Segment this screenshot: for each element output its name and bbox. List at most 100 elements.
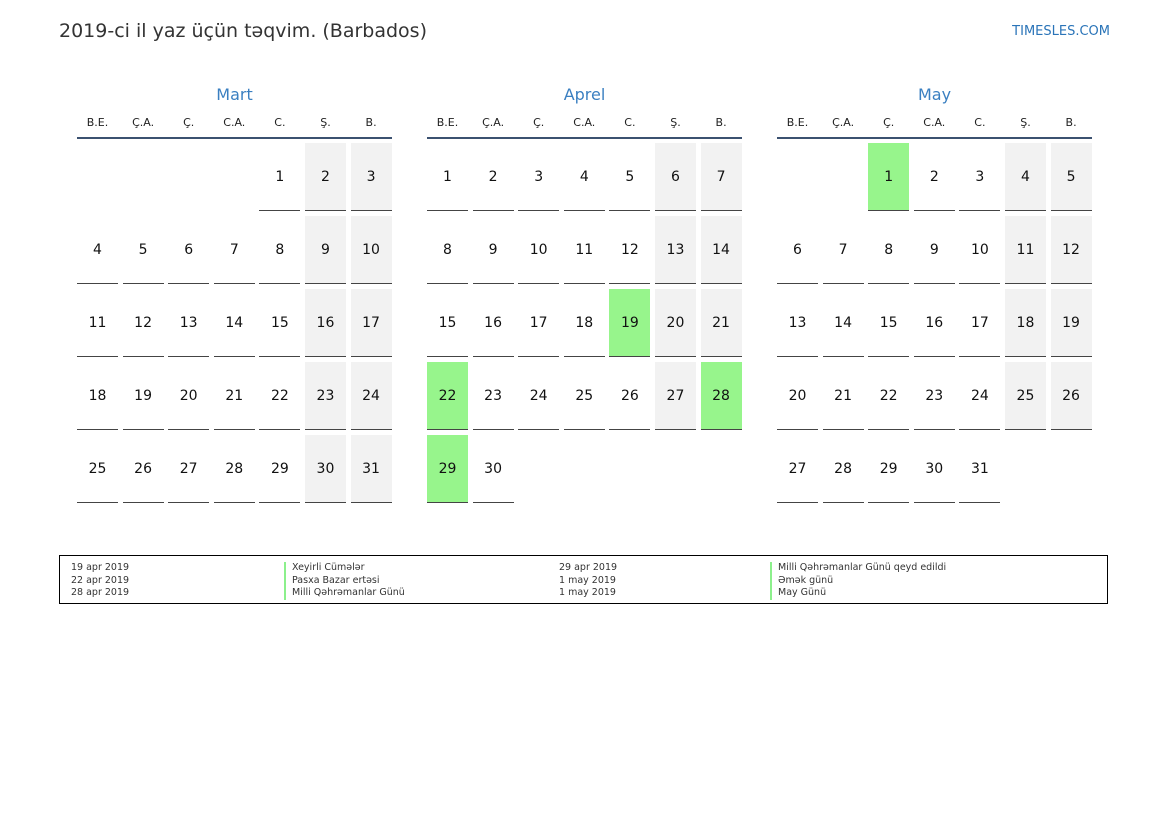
weekday-header: B.E. Ç.A. Ç. C.A. C. Ş. B. <box>777 116 1092 139</box>
day-cell: 30 <box>304 435 346 503</box>
legend-date: 29 apr 2019 <box>559 562 618 573</box>
day-cell: 5 <box>609 143 651 211</box>
legend-holiday-name: May Günü <box>770 587 946 600</box>
month-mart: Mart B.E. Ç.A. Ç. C.A. C. Ş. B. 1 2 3 4 5 6 7 8 9 10 11 12 1… <box>77 84 392 503</box>
day-cell: 20 <box>654 289 696 357</box>
month-name: Mart <box>216 85 253 104</box>
day-cell: 13 <box>168 289 210 357</box>
day-cell: 1 <box>427 143 468 211</box>
weekday-label: C. <box>274 116 286 129</box>
day-cell: 26 <box>122 435 164 503</box>
day-cell: 18 <box>77 362 118 430</box>
weekday-label: B.E. <box>86 116 109 129</box>
day-cell: 6 <box>168 216 210 284</box>
day-cell: 18 <box>563 289 605 357</box>
day-cell: 23 <box>913 362 955 430</box>
weekday-label: B. <box>365 116 377 129</box>
day-cell: 4 <box>1004 143 1046 211</box>
day-cell: 25 <box>77 435 118 503</box>
weekday-label: Ç.A. <box>832 116 855 129</box>
day-cell: 17 <box>959 289 1001 357</box>
page-title: 2019-ci il yaz üçün təqvim. (Barbados) <box>59 20 427 42</box>
day-cell: 29 <box>868 435 910 503</box>
day-cell: 15 <box>427 289 468 357</box>
day-cell: 26 <box>1050 362 1092 430</box>
day-cell: 27 <box>654 362 696 430</box>
legend-holiday-name: Milli Qəhrəmanlar Günü <box>284 587 405 600</box>
legend-date: 1 may 2019 <box>559 587 616 599</box>
day-cell: 14 <box>700 216 742 284</box>
day-cell: 8 <box>427 216 468 284</box>
day-cell: 2 <box>913 143 955 211</box>
day-cell: 22 <box>259 362 301 430</box>
day-cell: 10 <box>350 216 392 284</box>
weekday-label: Ç. <box>533 116 545 129</box>
day-cell: 30 <box>913 435 955 503</box>
day-grid: 1 2 3 4 5 6 7 8 9 10 11 12 13 14 15 16 17 18 19 20 21 22 23 24 2… <box>77 143 392 503</box>
day-cell: 11 <box>1004 216 1046 284</box>
day-cell: 14 <box>822 289 864 357</box>
weekday-label: Ç.A. <box>132 116 155 129</box>
day-cell: 14 <box>213 289 255 357</box>
day-cell: 1 <box>259 143 301 211</box>
legend-date: 22 apr 2019 <box>71 574 130 586</box>
weekday-label: Ş. <box>320 116 331 129</box>
day-cell: 19 <box>1050 289 1092 357</box>
day-cell: 2 <box>304 143 346 211</box>
day-cell: 31 <box>959 435 1001 503</box>
empty-cell <box>168 143 209 211</box>
day-cell: 5 <box>122 216 164 284</box>
day-cell: 20 <box>168 362 210 430</box>
legend-right-dates: 29 apr 2019 1 may 2019 1 may 2019 <box>559 562 617 600</box>
legend-date: 28 apr 2019 <box>71 587 130 599</box>
month-name: May <box>917 85 952 104</box>
brand-link[interactable]: TIMESLES.COM <box>1012 24 1110 39</box>
day-cell: 8 <box>259 216 301 284</box>
day-cell: 7 <box>213 216 255 284</box>
day-cell: 4 <box>77 216 118 284</box>
month-aprel: Aprel B.E. Ç.A. Ç. C.A. C. Ş. B. 1 2 3 4 5 6 7 8 9 10 11 12… <box>427 84 742 503</box>
month-name: Aprel <box>563 85 606 104</box>
day-cell: 2 <box>472 143 514 211</box>
day-cell: 9 <box>304 216 346 284</box>
weekday-header: B.E. Ç.A. Ç. C.A. C. Ş. B. <box>427 116 742 139</box>
day-cell: 24 <box>518 362 560 430</box>
day-cell: 27 <box>168 435 210 503</box>
weekday-label: B.E. <box>436 116 459 129</box>
day-cell: 21 <box>822 362 864 430</box>
weekday-label: C.A. <box>923 116 946 129</box>
day-cell: 20 <box>777 362 818 430</box>
day-cell: 7 <box>700 143 742 211</box>
day-cell: 12 <box>122 289 164 357</box>
holiday-day-cell: 1 <box>868 143 910 211</box>
day-cell: 10 <box>959 216 1001 284</box>
holiday-day-cell: 28 <box>700 362 742 430</box>
empty-cell <box>777 143 818 211</box>
day-cell: 8 <box>868 216 910 284</box>
day-cell: 4 <box>563 143 605 211</box>
day-cell: 24 <box>350 362 392 430</box>
legend-date: 19 apr 2019 <box>71 562 130 573</box>
day-cell: 17 <box>518 289 560 357</box>
day-cell: 22 <box>868 362 910 430</box>
day-cell: 21 <box>700 289 742 357</box>
weekday-label: C. <box>974 116 986 129</box>
months-container: Mart B.E. Ç.A. Ç. C.A. C. Ş. B. 1 2 3 4 5 6 7 8 9 10 11 12 1… <box>77 84 1092 503</box>
legend-left-dates: 19 apr 2019 22 apr 2019 28 apr 2019 <box>71 562 129 600</box>
day-cell: 27 <box>777 435 818 503</box>
day-cell: 23 <box>304 362 346 430</box>
weekday-label: C.A. <box>223 116 246 129</box>
day-cell: 3 <box>959 143 1001 211</box>
empty-cell <box>123 143 164 211</box>
day-grid: 1 2 3 4 5 6 7 8 9 10 11 12 13 14 15 16 17 18 19 20 21 22 23 24 2… <box>777 143 1092 503</box>
day-cell: 15 <box>259 289 301 357</box>
day-cell: 21 <box>213 362 255 430</box>
legend-left-names: Xeyirli Cümələr Pasxa Bazar ertəsi Milli Q… <box>284 562 405 600</box>
day-cell: 17 <box>350 289 392 357</box>
day-cell: 7 <box>822 216 864 284</box>
day-cell: 19 <box>122 362 164 430</box>
weekday-label: Ç.A. <box>482 116 505 129</box>
legend-date: 1 may 2019 <box>559 574 616 586</box>
holiday-day-cell: 19 <box>609 289 651 357</box>
weekday-label: Ş. <box>1020 116 1031 129</box>
